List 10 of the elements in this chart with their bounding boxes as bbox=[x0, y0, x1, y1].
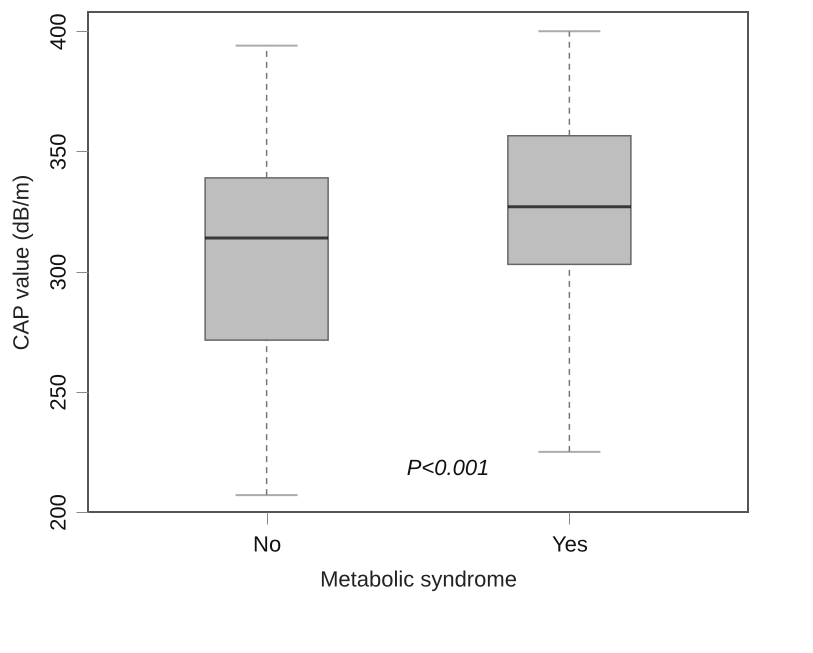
y-tick-label: 200 bbox=[46, 494, 70, 531]
x-tick-label: Yes bbox=[552, 532, 588, 556]
y-tick-label: 400 bbox=[46, 13, 70, 50]
annotation: P<0.001 bbox=[406, 455, 490, 480]
x-tick-label: No bbox=[253, 532, 282, 556]
y-tick-label: 300 bbox=[46, 254, 70, 290]
x-axis-title: Metabolic syndrome bbox=[320, 566, 517, 592]
y-tick-label: 250 bbox=[46, 374, 70, 411]
y-tick-label: 350 bbox=[46, 134, 70, 170]
y-axis-title: CAP value (dB/m) bbox=[8, 174, 34, 350]
